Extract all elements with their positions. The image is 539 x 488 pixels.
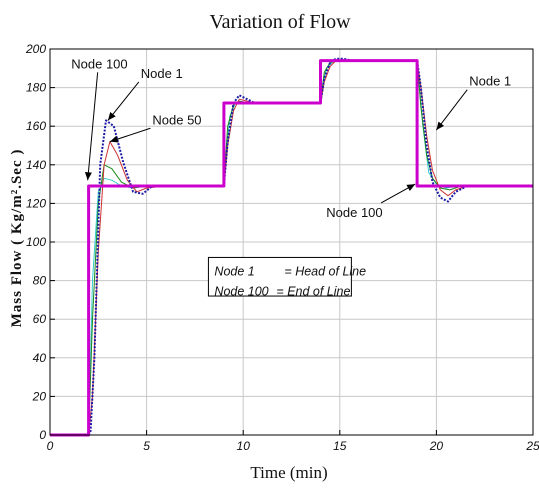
annotation-label-3: Node 1 — [469, 74, 511, 89]
y-tick-label-3: 60 — [33, 312, 47, 326]
y-tick-label-5: 100 — [26, 235, 46, 249]
series-group — [50, 57, 533, 437]
series-line-4 — [50, 60, 533, 436]
annotation-arrowhead-0 — [84, 171, 92, 181]
ticks: 0 20 40 60 80 100 120 140 160 180 200 0 5 10 15 20 25 — [25, 42, 539, 453]
annotations: Node 100 Node 1 Node 50 Node 1 Node 100 — [71, 56, 511, 220]
legend-node-100: Node 100 — [214, 284, 268, 298]
y-tick-label-2: 40 — [33, 351, 47, 365]
annotation-label-4: Node 100 — [326, 205, 382, 220]
annotation-label-0: Node 100 — [71, 56, 127, 71]
annotation-label-1: Node 1 — [141, 66, 183, 81]
annotation-arrowhead-4 — [406, 184, 416, 192]
annotation-label-2: Node 50 — [152, 112, 201, 127]
grid — [50, 49, 533, 435]
y-tick-label-1: 20 — [32, 389, 47, 403]
x-tick-label-1: 5 — [143, 439, 150, 453]
y-tick-label-7: 140 — [26, 158, 46, 172]
x-axis-label: Time (min) — [250, 463, 327, 482]
x-tick-label-4: 20 — [429, 439, 444, 453]
y-tick-label-8: 160 — [26, 119, 46, 133]
series-line-1 — [50, 59, 533, 436]
y-axis-label: Mass Flow ( Kg/m².Sec ) — [9, 149, 25, 328]
annotation-arrow-0 — [87, 72, 99, 181]
annotation-arrowhead-1 — [107, 111, 116, 121]
legend-box: Node 1 = Head of Line Node 100 = End of … — [207, 256, 366, 298]
legend-desc-100: = End of Line — [276, 284, 350, 298]
annotation-arrow-3 — [436, 89, 468, 131]
annotation-arrowhead-2 — [109, 135, 119, 143]
legend-node-1: Node 1 — [214, 264, 254, 278]
x-tick-label-0: 0 — [47, 439, 54, 453]
y-tick-label-10: 200 — [25, 42, 46, 56]
series-line-3 — [50, 60, 533, 436]
legend-desc-1: = Head of Line — [284, 264, 366, 278]
x-tick-label-3: 15 — [333, 439, 347, 453]
y-tick-label-4: 80 — [33, 274, 47, 288]
chart-title: Variation of Flow — [209, 11, 351, 33]
x-tick-label-5: 25 — [525, 439, 539, 453]
legend-frame — [207, 256, 352, 297]
y-tick-label-6: 120 — [26, 196, 46, 210]
series-line-2 — [50, 57, 533, 436]
x-tick-label-2: 10 — [237, 439, 251, 453]
annotation-arrow-1 — [107, 81, 140, 121]
series-line-0 — [50, 59, 533, 437]
y-tick-label-9: 180 — [26, 81, 46, 95]
y-tick-label-0: 0 — [39, 428, 46, 442]
annotation-arrowhead-3 — [436, 121, 445, 131]
